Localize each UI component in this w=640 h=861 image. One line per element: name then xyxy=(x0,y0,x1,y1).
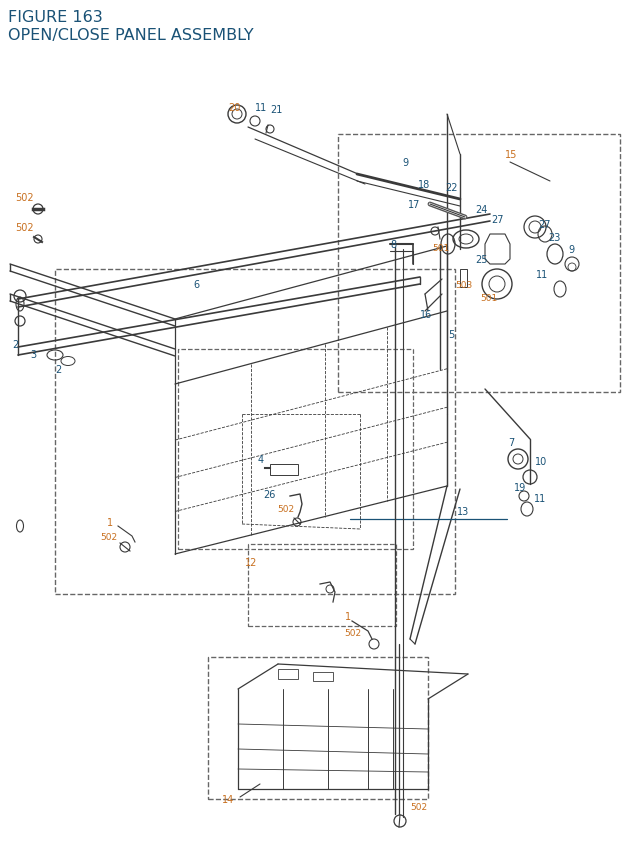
Bar xyxy=(178,350,413,549)
Text: 501: 501 xyxy=(432,243,449,252)
Text: 13: 13 xyxy=(457,506,469,517)
Text: 502: 502 xyxy=(15,193,34,202)
Text: 16: 16 xyxy=(420,310,432,319)
Text: 10: 10 xyxy=(535,456,547,467)
Text: 2: 2 xyxy=(12,339,19,350)
Bar xyxy=(248,544,396,626)
Text: 1: 1 xyxy=(107,517,113,528)
Text: 11: 11 xyxy=(536,269,548,280)
Text: 502: 502 xyxy=(344,628,361,637)
Bar xyxy=(338,135,620,393)
Text: 20: 20 xyxy=(228,102,241,113)
Text: 15: 15 xyxy=(505,150,517,160)
Text: 8: 8 xyxy=(390,239,396,250)
Text: OPEN/CLOSE PANEL ASSEMBLY: OPEN/CLOSE PANEL ASSEMBLY xyxy=(8,28,253,43)
Text: 26: 26 xyxy=(263,489,275,499)
Text: 3: 3 xyxy=(30,350,36,360)
Text: 1: 1 xyxy=(345,611,351,622)
Text: 22: 22 xyxy=(445,183,458,193)
Text: 502: 502 xyxy=(100,533,117,542)
Text: 502: 502 xyxy=(15,223,34,232)
Text: 27: 27 xyxy=(492,214,504,225)
Bar xyxy=(55,269,455,594)
Text: 12: 12 xyxy=(245,557,257,567)
Text: 14: 14 xyxy=(222,794,234,804)
Text: 25: 25 xyxy=(475,255,488,264)
Text: 21: 21 xyxy=(270,105,282,115)
Bar xyxy=(270,464,298,475)
Text: 501: 501 xyxy=(480,293,497,302)
Text: 18: 18 xyxy=(418,180,430,189)
Text: FIGURE 163: FIGURE 163 xyxy=(8,10,103,25)
Text: 11: 11 xyxy=(534,493,547,504)
Text: 9: 9 xyxy=(402,158,408,168)
Text: 11: 11 xyxy=(255,102,268,113)
Bar xyxy=(208,657,428,799)
Text: 23: 23 xyxy=(548,232,561,243)
Text: 502: 502 xyxy=(277,505,294,514)
Bar xyxy=(460,269,467,288)
Text: 7: 7 xyxy=(508,437,515,448)
Text: 24: 24 xyxy=(475,205,488,214)
Bar xyxy=(313,672,333,681)
Text: 503: 503 xyxy=(455,280,472,289)
Text: 502: 502 xyxy=(410,802,427,812)
Text: 17: 17 xyxy=(408,200,420,210)
Text: 4: 4 xyxy=(258,455,264,464)
Text: 27: 27 xyxy=(538,220,550,230)
Bar xyxy=(278,669,298,679)
Text: 2: 2 xyxy=(55,364,61,375)
Text: 19: 19 xyxy=(514,482,526,492)
Text: 9: 9 xyxy=(568,245,574,255)
Text: 5: 5 xyxy=(448,330,454,339)
Text: 6: 6 xyxy=(193,280,199,289)
